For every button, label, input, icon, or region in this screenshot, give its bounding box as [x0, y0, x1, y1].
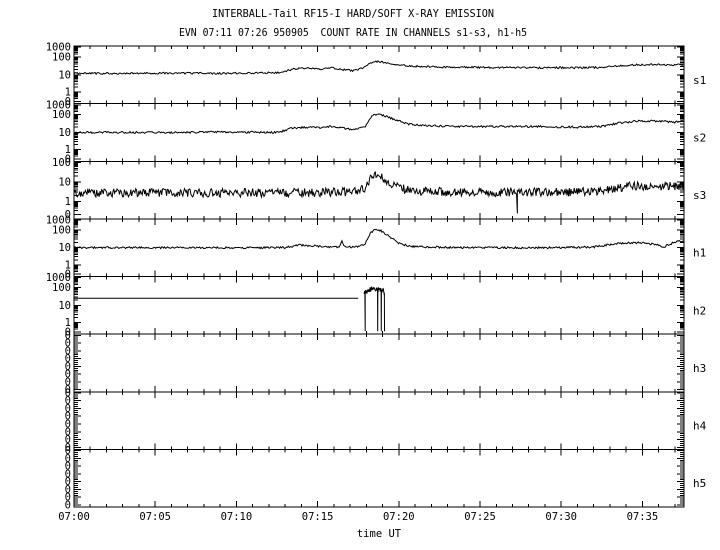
- ytick-label: 0: [65, 377, 71, 389]
- xtick-label: 07:15: [302, 511, 334, 523]
- ytick-label: 0: [65, 492, 71, 504]
- ytick-label: 1: [65, 87, 71, 99]
- ytick-label: 0: [65, 445, 71, 457]
- ytick-label: 10: [58, 242, 71, 254]
- ytick-label: 10: [58, 300, 71, 312]
- panel-s3: 100 10 10 s3: [52, 157, 706, 221]
- panel-label-h2: h2: [693, 304, 706, 317]
- ytick-label: 100: [52, 157, 71, 169]
- ytick-label: 0: [65, 468, 71, 480]
- ytick-label: 0: [65, 484, 71, 496]
- xtick-label: 07:20: [383, 511, 415, 523]
- ytick-label: 1000: [46, 272, 71, 284]
- ytick-label: 0: [65, 442, 71, 454]
- xtick-label: 07:05: [139, 511, 171, 523]
- ytick-label: 0: [65, 434, 71, 446]
- ytick-label: 10: [58, 69, 71, 81]
- ytick-label: 0: [65, 153, 71, 165]
- ytick-label: 0: [65, 395, 71, 407]
- chart-subtitle: EVN 07:11 07:26 950905 COUNT RATE IN CHA…: [179, 27, 527, 39]
- ytick-label: 0: [65, 411, 71, 423]
- ytick-label: 0: [65, 500, 71, 512]
- xtick-label: 07:00: [58, 511, 90, 523]
- ytick-label: 0: [65, 345, 71, 357]
- ytick-label: 100: [52, 109, 71, 121]
- ytick-label: 0: [65, 476, 71, 488]
- ytick-label: 100: [52, 224, 71, 236]
- xtick-label: 07:35: [627, 511, 659, 523]
- panel-label-h4: h4: [693, 420, 707, 433]
- panel-label-h1: h1: [693, 247, 706, 260]
- ytick-label: 100: [52, 282, 71, 294]
- ytick-label: 1000: [46, 42, 71, 54]
- ytick-label: 0: [65, 269, 71, 281]
- ytick-label: 0: [65, 461, 71, 473]
- ytick-label: 0: [65, 403, 71, 415]
- ytick-label: 0: [65, 338, 71, 350]
- panel-label-s2: s2: [693, 131, 706, 144]
- ytick-label: 0: [65, 330, 71, 342]
- ytick-label: 1: [65, 260, 71, 272]
- trace-h2-burst: [363, 285, 386, 332]
- ytick-label: 1: [65, 196, 71, 208]
- ytick-label: 0: [65, 361, 71, 373]
- panel-label-s3: s3: [693, 189, 706, 202]
- ytick-label: 1000: [46, 215, 71, 227]
- xtick-label: 07:25: [464, 511, 496, 523]
- ytick-label: 1: [65, 317, 71, 329]
- chart-title: INTERBALL-Tail RF15-I HARD/SOFT X-RAY EM…: [212, 8, 494, 20]
- ytick-label: 0: [65, 453, 71, 465]
- ytick-label: 0: [65, 419, 71, 431]
- ytick-label: 10: [58, 127, 71, 139]
- ytick-label: 1: [65, 144, 71, 156]
- ytick-label: 0: [65, 96, 71, 108]
- ytick-label: 0: [65, 369, 71, 381]
- ytick-label: 1000: [46, 99, 71, 111]
- trace-s3: [73, 170, 685, 214]
- panel-label-h5: h5: [693, 477, 706, 490]
- xtick-label: 07:10: [221, 511, 253, 523]
- ytick-label: 0: [65, 384, 71, 396]
- ytick-label: 10: [58, 177, 71, 189]
- trace-s1: [73, 60, 684, 76]
- xtick-label: 07:30: [545, 511, 577, 523]
- panel-label-h3: h3: [693, 362, 706, 375]
- ytick-label: 0: [65, 209, 71, 221]
- ytick-label: 0: [65, 353, 71, 365]
- x-axis-title: time UT: [357, 528, 402, 540]
- ytick-label: 100: [52, 51, 71, 63]
- trace-h1: [73, 228, 685, 250]
- trace-s2: [73, 113, 684, 135]
- ytick-label: 0: [65, 387, 71, 399]
- panel-label-s1: s1: [693, 74, 706, 87]
- ytick-label: 0: [65, 426, 71, 438]
- ytick-label: 0: [65, 326, 71, 338]
